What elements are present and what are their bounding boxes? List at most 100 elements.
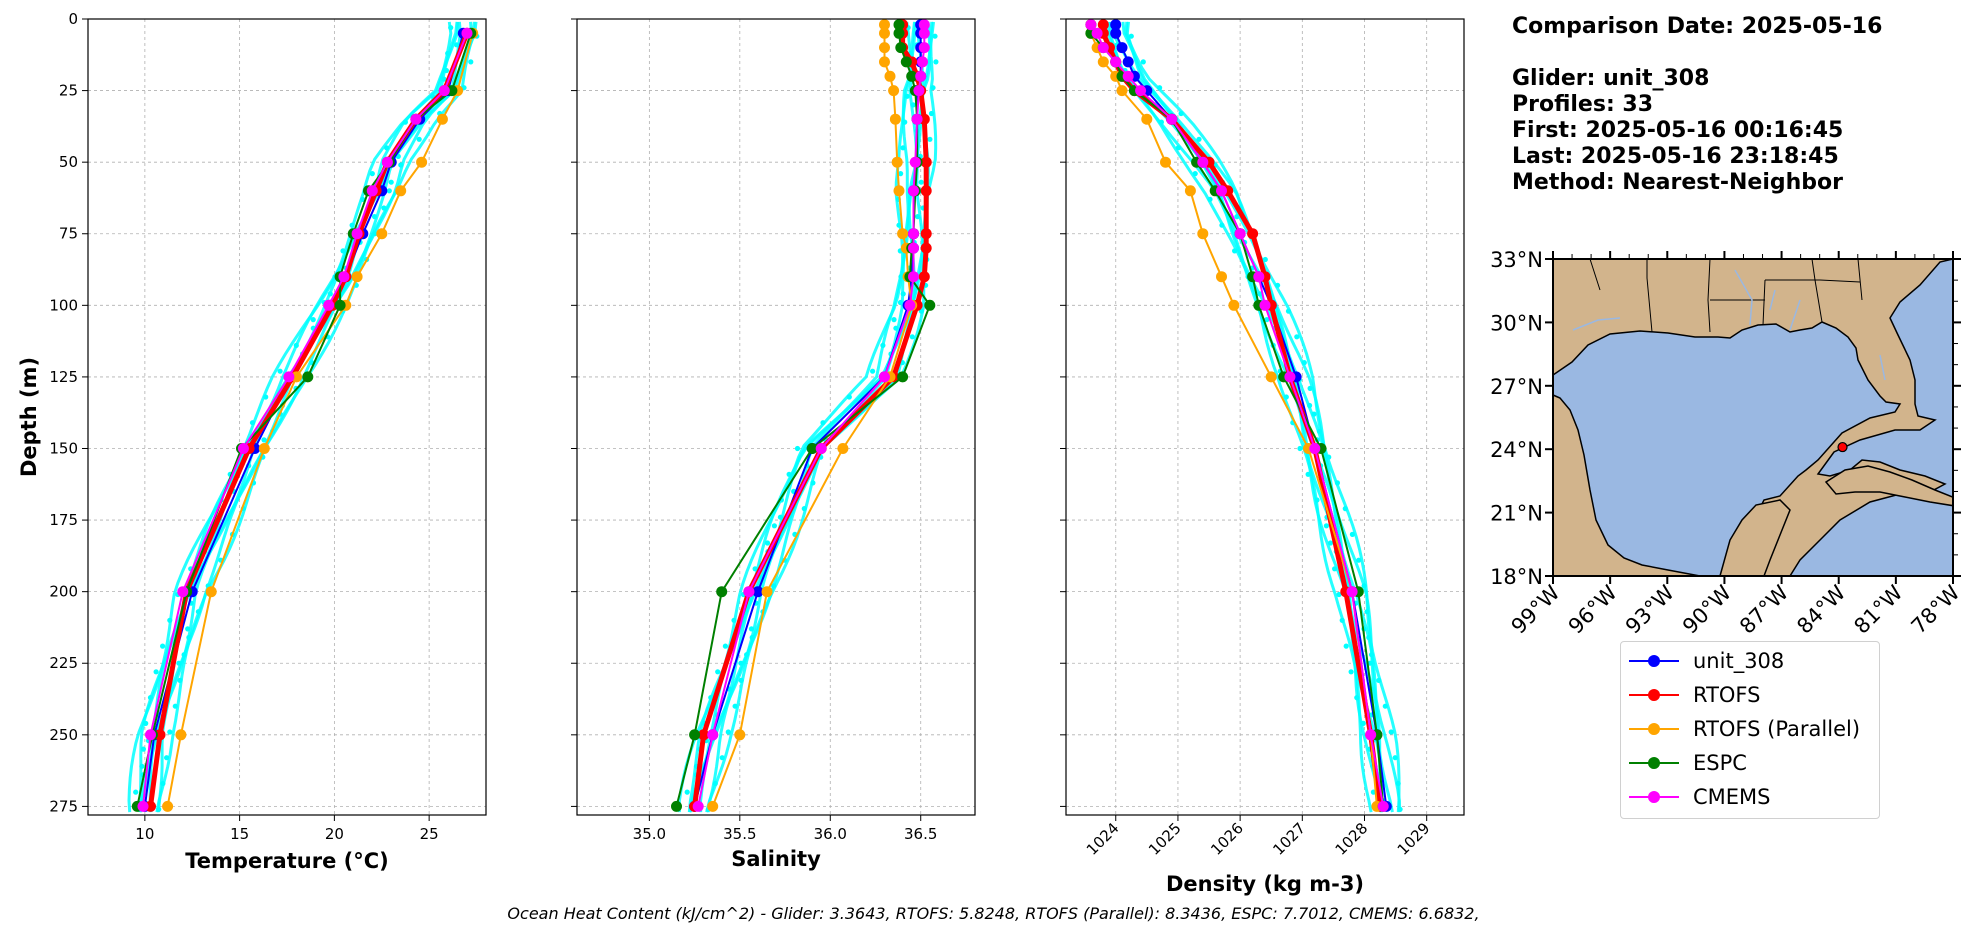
- density-glider-point: [1311, 411, 1317, 417]
- salinity-glider-point: [748, 626, 755, 632]
- density-glider-point: [1382, 703, 1388, 709]
- depth-tick-label: 275: [49, 797, 78, 815]
- density-glider-point: [1326, 454, 1332, 460]
- density-glider-point: [1305, 471, 1311, 477]
- legend-item-espc: ESPC: [1629, 750, 1747, 776]
- depth-tick-label: 25: [59, 82, 78, 100]
- temperature-glider-point: [172, 703, 178, 709]
- salinity-glider-point: [744, 652, 750, 658]
- legend-label: unit_308: [1693, 649, 1785, 673]
- temperature-glider-point: [443, 67, 449, 74]
- density-data-point: [1091, 27, 1103, 39]
- last-time: Last: 2025-05-16 23:18:45: [1512, 144, 1839, 169]
- density-glider-point: [1367, 660, 1373, 666]
- salinity-glider-point: [893, 325, 899, 331]
- salinity-data-point: [698, 729, 710, 741]
- map-lon-label: 78°W: [1907, 580, 1965, 638]
- density-glider-point: [1354, 695, 1360, 701]
- salinity-data-point: [915, 70, 927, 82]
- density-data-point: [1160, 156, 1171, 168]
- salinity-glider-point: [900, 291, 906, 297]
- map-lon-label: 84°W: [1792, 580, 1850, 638]
- temperature-glider-point: [416, 136, 422, 142]
- glider-location-marker: [1837, 441, 1848, 453]
- density-glider-point: [1140, 59, 1146, 65]
- salinity-data-point: [897, 371, 909, 383]
- density-data-point: [1247, 228, 1259, 240]
- density-data-point: [1085, 19, 1097, 31]
- temperature-glider-point: [195, 609, 201, 615]
- density-data-point: [1097, 19, 1109, 31]
- salinity-glider-point: [725, 729, 731, 735]
- density-glider-point: [1342, 506, 1348, 512]
- density-data-point: [1166, 113, 1178, 125]
- density-glider-profile: [1100, 21, 1373, 813]
- density-data-point: [1122, 70, 1134, 82]
- temperature-data-point: [351, 271, 363, 283]
- temperature-tick-label: 20: [325, 825, 344, 843]
- temperature-data-point: [446, 85, 458, 97]
- density-glider-profile: [1110, 21, 1384, 813]
- salinity-axes-frame: [576, 18, 976, 816]
- salinity-data-point: [879, 19, 890, 31]
- density-glider-point: [1388, 729, 1394, 735]
- density-glider-point: [1264, 317, 1270, 323]
- temperature-glider-point: [181, 652, 187, 658]
- salinity-glider-point: [719, 755, 725, 761]
- density-glider-profile: [1108, 21, 1383, 813]
- density-glider-point: [1376, 677, 1382, 684]
- salinity-data-point: [920, 242, 932, 254]
- salinity-glider-point: [771, 523, 778, 529]
- density-glider-point: [1334, 480, 1340, 486]
- salinity-glider-point: [712, 780, 718, 787]
- temperature-tick-label: 15: [230, 825, 249, 843]
- glider-name: Glider: unit_308: [1512, 66, 1710, 91]
- comparison-date: Comparison Date: 2025-05-16: [1512, 14, 1883, 39]
- density-glider-point: [1366, 634, 1372, 641]
- salinity-data-point: [918, 19, 930, 31]
- temperature-glider-point: [177, 677, 183, 684]
- temperature-data-point: [205, 586, 217, 598]
- salinity-data-point: [761, 586, 773, 598]
- salinity-series-unit-308: [689, 19, 927, 812]
- temperature-data-point: [461, 27, 473, 39]
- temperature-data-point: [416, 156, 428, 168]
- temperature-data-point: [338, 271, 350, 283]
- salinity-data-point: [806, 443, 818, 454]
- salinity-glider-point: [749, 634, 755, 641]
- salinity-data-point: [897, 228, 909, 240]
- density-series-unit-308: [1110, 19, 1392, 812]
- salinity-glider-point: [764, 540, 771, 546]
- temperature-data-point: [334, 299, 346, 311]
- temperature-data-point: [177, 586, 189, 598]
- salinity-data-point: [884, 70, 896, 82]
- density-data-point: [1259, 299, 1271, 311]
- temperature-glider-point: [293, 342, 299, 348]
- density-glider-point: [1360, 720, 1366, 727]
- density-series-cmems: [1085, 19, 1389, 812]
- density-data-point: [1197, 228, 1209, 240]
- temperature-series-cmems: [137, 27, 473, 812]
- salinity-tick-label: 36.5: [904, 825, 937, 843]
- density-data-point: [1253, 271, 1265, 283]
- temperature-glider-point: [441, 76, 447, 82]
- map-lon-label: 81°W: [1849, 580, 1907, 638]
- temperature-glider-point: [160, 643, 166, 649]
- temperature-glider-point: [156, 806, 162, 812]
- temperature-data-point: [137, 800, 149, 812]
- density-glider-point: [1343, 643, 1349, 649]
- salinity-glider-point: [880, 342, 886, 348]
- depth-tick-label: 50: [59, 153, 78, 171]
- salinity-glider-point: [846, 394, 852, 400]
- density-data-point: [1377, 800, 1389, 812]
- salinity-glider-point: [915, 214, 921, 220]
- temperature-glider-point: [468, 59, 474, 65]
- salinity-glider-point: [932, 33, 938, 39]
- salinity-tick-label: 35.0: [633, 825, 666, 843]
- temperature-data-point: [154, 729, 166, 741]
- density-glider-point: [1392, 755, 1398, 761]
- density-data-point: [1122, 56, 1134, 68]
- depth-tick-label: 200: [49, 583, 78, 601]
- density-glider-point: [1369, 652, 1375, 658]
- temperature-series-rtofs-parallel-: [162, 27, 479, 812]
